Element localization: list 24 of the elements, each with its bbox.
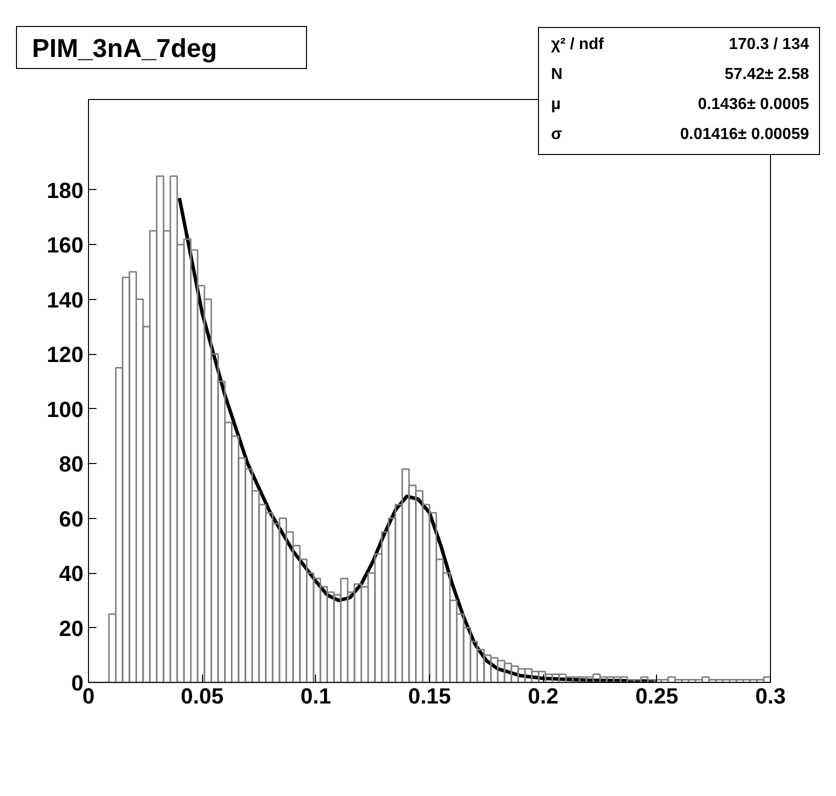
y-tick-label: 80 [59, 452, 84, 477]
y-tick-label: 60 [59, 506, 84, 532]
y-tick-label: 20 [59, 616, 84, 641]
y-tick-label: 100 [46, 396, 84, 422]
text: N [551, 65, 563, 85]
x-tick-label: 0.25 [635, 684, 678, 708]
y-tick-label: 120 [46, 342, 84, 368]
annotation: μ [551, 95, 561, 115]
x-tick-label: 0.1 [300, 684, 332, 708]
x-tick-label: 0.15 [408, 684, 451, 708]
annotation: 0.01416± 0.00059 [680, 125, 809, 145]
y-tick-label: 140 [46, 287, 84, 312]
annotation: σ [551, 125, 562, 145]
annotation: 0.1436± 0.0005 [698, 95, 809, 115]
x-tick-label: 0.3 [755, 684, 786, 708]
y-tick-label: 160 [46, 232, 84, 258]
text: χ² / ndf [551, 35, 604, 55]
y-tick-label: 40 [59, 561, 84, 586]
chart-title: PIM_3nA_7deg [16, 26, 307, 69]
text: 57.42± 2.58 [724, 65, 809, 85]
x-tick-label: 0.2 [528, 684, 558, 708]
y-tick-label: 180 [46, 178, 84, 203]
text: 170.3 / 134 [728, 35, 809, 55]
x-tick-label: 0.05 [180, 684, 224, 708]
